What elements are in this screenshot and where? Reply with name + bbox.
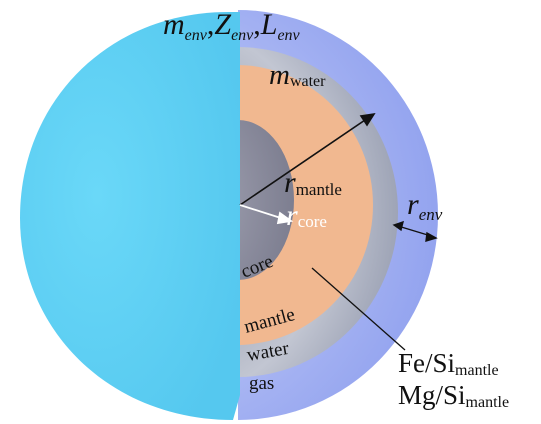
envelope-hemisphere xyxy=(20,12,240,420)
r-env-arrow xyxy=(392,220,438,242)
r-env-label: renv xyxy=(407,188,443,224)
r-core-label: rcore xyxy=(286,199,327,232)
mantle-layer xyxy=(238,65,373,345)
r-core-arrow xyxy=(239,204,294,225)
envelope-properties-label: menv,Zenv,Lenv xyxy=(163,8,301,44)
gas-label: gas xyxy=(249,373,274,394)
water-mass-label: mwater xyxy=(269,59,326,91)
mantle-pointer-line xyxy=(311,267,406,351)
r-mantle-label: rmantle xyxy=(284,166,342,199)
mg-si-label: Mg/Simantle xyxy=(398,380,509,411)
r-mantle-arrow xyxy=(239,112,376,206)
core-layer xyxy=(238,120,294,280)
fe-si-label: Fe/Simantle xyxy=(398,348,499,379)
